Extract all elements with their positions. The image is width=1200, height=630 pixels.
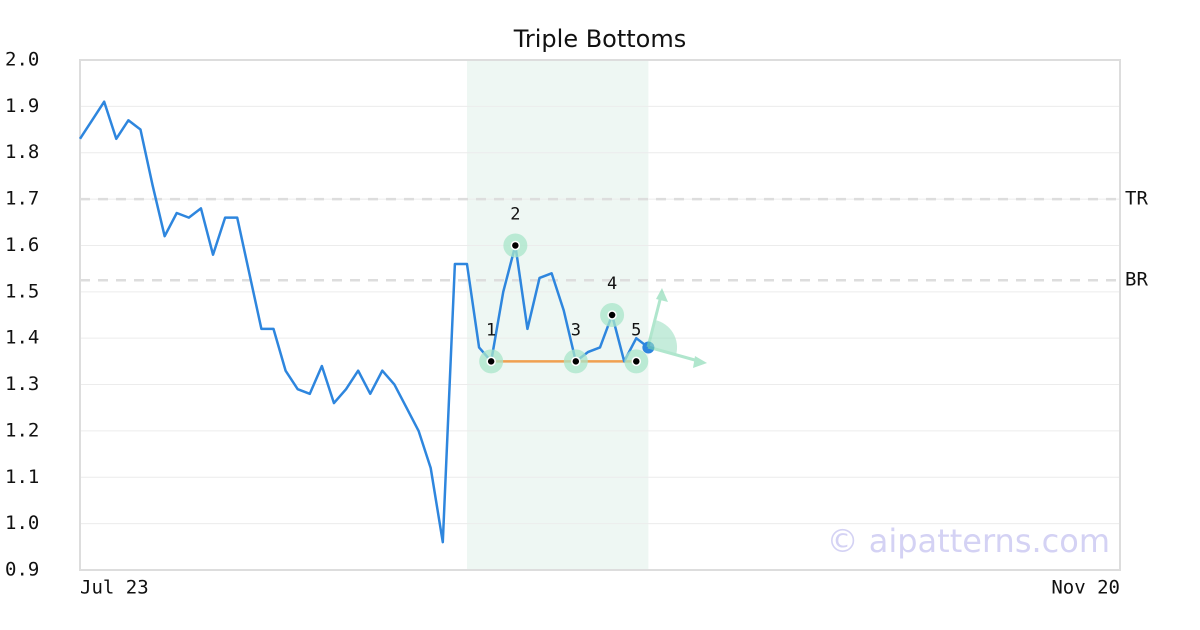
y-tick-label: 1.1 [5,466,39,488]
direction-indicator [646,288,707,368]
x-tick-label: Nov 20 [1051,577,1120,599]
pattern-point [571,356,581,367]
y-tick-label: 1.9 [5,95,39,117]
y-tick-label: 0.9 [5,559,39,581]
price-line [78,100,650,544]
y-tick-label: 1.2 [5,419,39,441]
pattern-label: 3 [571,320,581,340]
pattern-label: 4 [607,274,617,294]
pattern-label: 1 [486,320,496,340]
y-tick-label: 1.5 [5,280,39,302]
arrow [647,345,703,364]
angle-wedge [648,320,678,355]
pattern-point [510,240,521,251]
y-tick-label: 1.8 [5,141,39,163]
y-tick-label: 1.7 [5,188,39,210]
y-tick-label: 1.4 [5,327,39,349]
arrow [646,291,664,348]
y-tick-label: 1.3 [5,373,39,395]
level-label: BR [1125,269,1148,291]
pattern-label: 2 [510,204,520,224]
x-tick-label: Jul 23 [80,577,149,599]
data-layer: 1 2 3 4 5 [78,100,655,544]
plot-frame [79,59,1121,571]
level-label: TR [1125,188,1148,210]
y-tick-label: 1.0 [5,512,39,534]
y-tick-label: 2.0 [5,49,39,71]
pattern-point [607,310,617,320]
arrow-head [656,288,668,302]
pattern-point [631,356,642,367]
pattern-point [486,356,496,367]
watermark: © aipatterns.com [827,522,1110,560]
y-tick-label: 1.6 [5,234,39,256]
chart-title: Triple Bottoms [513,25,687,53]
pattern-label: 5 [631,320,641,340]
arrow-head [693,356,707,368]
